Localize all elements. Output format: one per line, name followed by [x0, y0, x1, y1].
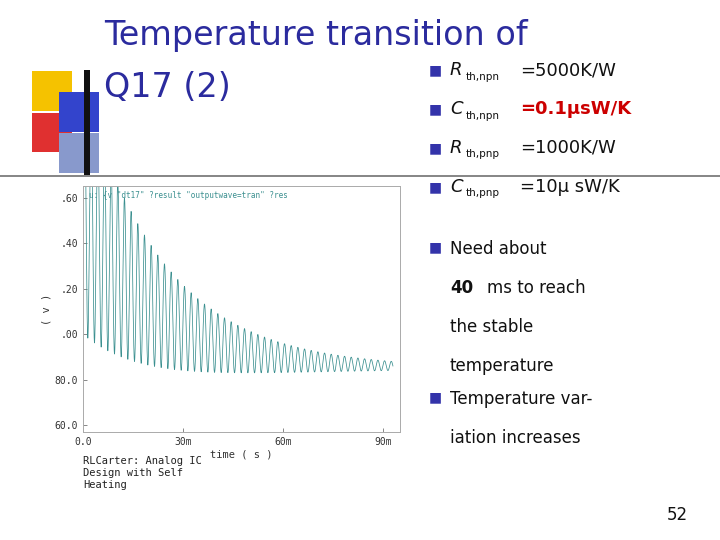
Text: temperature: temperature	[450, 357, 554, 375]
X-axis label: time ( s ): time ( s )	[210, 450, 272, 460]
Text: ■: ■	[428, 390, 441, 404]
Text: iation increases: iation increases	[450, 429, 580, 447]
Text: th,pnp: th,pnp	[466, 150, 500, 159]
Text: =10μ sW/K: =10μ sW/K	[520, 178, 620, 196]
Text: ■: ■	[428, 141, 441, 155]
Text: R: R	[450, 61, 462, 79]
Text: =5000K/W: =5000K/W	[520, 61, 616, 79]
Text: ■: ■	[428, 240, 441, 254]
Text: the stable: the stable	[450, 318, 534, 336]
Text: th,npn: th,npn	[466, 111, 500, 120]
Text: =0.1μsW/K: =0.1μsW/K	[520, 100, 631, 118]
Text: Temperature var-: Temperature var-	[450, 390, 593, 408]
Text: th,pnp: th,pnp	[466, 188, 500, 198]
Text: Need about: Need about	[450, 240, 546, 258]
Text: C: C	[450, 178, 463, 196]
Y-axis label: ( v ): ( v )	[42, 294, 52, 325]
Text: RLCarter: Analog IC
Design with Self
Heating: RLCarter: Analog IC Design with Self Hea…	[83, 456, 202, 489]
Text: ■: ■	[428, 63, 441, 77]
Text: C: C	[450, 100, 463, 118]
Text: ■: ■	[428, 180, 441, 194]
Text: R: R	[450, 139, 462, 157]
Text: 52: 52	[667, 506, 688, 524]
Text: u: {v "dt17" ?result "outputwave=tran" ?res: u: {v "dt17" ?result "outputwave=tran" ?…	[89, 191, 288, 200]
Text: Temperature transition of: Temperature transition of	[104, 19, 528, 52]
Text: ■: ■	[428, 102, 441, 116]
Text: ms to reach: ms to reach	[487, 279, 586, 297]
Text: th,npn: th,npn	[466, 72, 500, 82]
Text: Q17 (2): Q17 (2)	[104, 71, 231, 104]
Text: 40: 40	[450, 279, 473, 297]
Text: =1000K/W: =1000K/W	[520, 139, 616, 157]
